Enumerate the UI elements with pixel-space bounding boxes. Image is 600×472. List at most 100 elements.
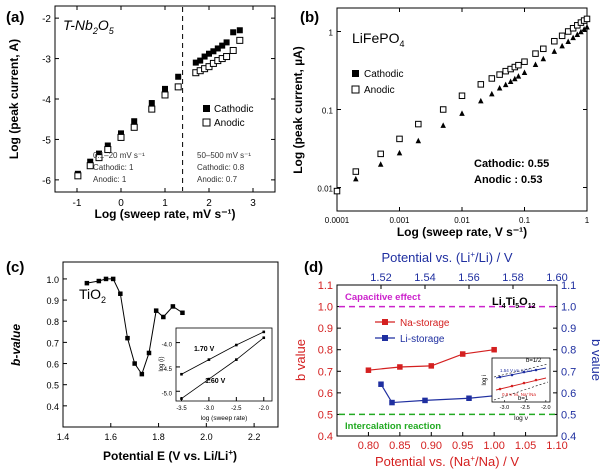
panel-d-x-label: 0.80 <box>358 440 379 452</box>
panel-a-point-cathodic <box>201 53 208 60</box>
panel-a-point-cathodic <box>104 142 111 149</box>
panel-d-label: (d) <box>304 259 323 276</box>
panel-b-point-anodic <box>396 135 403 143</box>
panel-b-point-anodic <box>488 75 496 82</box>
panel-d-inset-na-label: 0.9 V vs. Na⁺/Na <box>502 392 536 397</box>
svg-text:Cathodic: 0.8: Cathodic: 0.8 <box>197 163 245 172</box>
panel-c-inset-point <box>235 343 238 347</box>
panel-b-point-cathodic <box>532 61 539 68</box>
panel-c-inset-line <box>181 337 265 399</box>
panel-a-point-anodic <box>223 53 231 61</box>
panel-d-frame <box>336 284 558 437</box>
panel-d-inset-x-label: log ν <box>514 415 528 422</box>
panel-b-label: (b) <box>300 9 319 26</box>
panel-d-inset-b-half-line <box>493 363 549 378</box>
panel-d-inset-na-point <box>498 387 502 391</box>
panel-a-point-anodic <box>74 172 82 180</box>
svg-text:Cathodic: 1: Cathodic: 1 <box>93 163 134 172</box>
panel-d-top-x-label: 1.52 <box>370 272 391 284</box>
panel-a-y-label: -4 <box>42 95 51 106</box>
panel-d-point-li-storage <box>466 395 472 401</box>
panel-a-point-cathodic <box>162 85 168 92</box>
panel-b-point-cathodic <box>496 85 503 91</box>
panel-a-point-cathodic <box>230 29 237 36</box>
panel-a-point-anodic <box>86 162 94 170</box>
panel-b-y-label: 0.01 <box>317 185 333 194</box>
panel-d-x-label: 1.10 <box>546 440 567 452</box>
panel-b-point-anodic <box>377 150 384 158</box>
panel-d-top-x-label: 1.60 <box>546 272 567 284</box>
panel-a-x-ticks: -1 0 1 2 3 <box>73 6 256 209</box>
panel-b-x-label: 0.1 <box>519 216 531 225</box>
panel-d-y-right-label: 0.9 <box>561 323 576 335</box>
panel-d-point-na-storage <box>491 346 497 353</box>
panel-b-point-anodic <box>540 45 547 53</box>
panel-d-y-right-label: 0.5 <box>561 409 576 421</box>
panel-d-y-right-label: 0.4 <box>561 431 576 443</box>
panel-b-points <box>333 15 591 195</box>
panel-c-series-line <box>86 278 183 376</box>
panel-b-point-cathodic <box>521 69 528 76</box>
panel-c-inset-y-label: -4.5 <box>162 367 173 373</box>
panel-b-point-cathodic <box>570 34 576 41</box>
panel-b-point-cathodic <box>415 137 422 144</box>
panel-c-x-label: 2.0 <box>200 432 213 442</box>
panel-d-inset-b-half-label: b=1/2 <box>526 358 542 364</box>
legend-cathodic-marker <box>203 105 210 112</box>
panel-c-inset-lines <box>180 330 266 400</box>
panel-b-point-cathodic <box>396 149 403 156</box>
panel-b-point-anodic <box>515 61 522 69</box>
panel-d-y-right-label: 1.0 <box>561 302 576 314</box>
panel-b-point-anodic <box>558 32 566 40</box>
panel-a-points <box>74 27 244 180</box>
panel-a-x-label: Log (sweep rate, mV s⁻¹) <box>94 207 235 221</box>
panel-d-y-right-label: 1.1 <box>561 280 576 292</box>
panel-d-y-right-label: 0.7 <box>561 366 576 378</box>
panel-b-title: LiFePO4 <box>352 30 404 49</box>
panel-b-point-cathodic <box>507 78 514 85</box>
panel-d-top-x-label: 1.58 <box>502 272 523 284</box>
panel-d-inset-li-point <box>510 373 514 377</box>
panel-b-point-anodic <box>583 15 591 23</box>
panel-c-inset-x-label: log (sweep rate) <box>201 415 248 422</box>
panel-b-point-cathodic <box>377 161 384 167</box>
panel-b-y-label: 0.1 <box>322 107 334 116</box>
panel-d-legend: Na-storage Li-storage <box>375 318 450 345</box>
panel-d-capacitive-label: Capacitive effect <box>345 292 421 303</box>
panel-c-y-ticks: 0.4 0.5 0.6 0.7 0.8 0.9 1.0 <box>46 275 67 412</box>
legend-anodic-label: Anodic <box>364 85 395 96</box>
panel-d-y-right-label: 0.8 <box>561 345 576 357</box>
panel-d-point-li-storage <box>378 381 384 387</box>
panel-a-point-anodic <box>117 133 125 141</box>
panel-d-x-label: 0.90 <box>421 440 442 452</box>
svg-text:50–500 mV s⁻¹: 50–500 mV s⁻¹ <box>197 151 251 160</box>
panel-b-point-anodic <box>458 92 466 100</box>
panel-b-x-label: Log (sweep rate, V s⁻¹) <box>397 225 527 239</box>
legend-anodic-label: Anodic <box>214 118 245 129</box>
panel-d-x-label: 0.95 <box>452 440 473 452</box>
panel-d-inset-li-line <box>495 367 547 379</box>
panel-d-y-left-label: 0.4 <box>318 431 333 443</box>
panel-a-point-cathodic <box>118 130 124 137</box>
panel-c-inset-x-label: -3.5 <box>176 406 187 412</box>
panel-c-y-label: 1.0 <box>46 275 59 285</box>
panel-c-inset-y-label: -4.0 <box>162 343 173 349</box>
panel-a-point-anodic <box>236 36 244 44</box>
panel-a-point-cathodic <box>236 27 243 34</box>
panel-c-points <box>84 276 185 377</box>
legend-anodic-marker <box>202 118 211 127</box>
panel-a-x-label: 2 <box>206 198 212 209</box>
panel-b-point-anodic <box>551 37 558 45</box>
panel-c-x-label: 1.6 <box>105 432 118 442</box>
panel-b-point-cathodic <box>578 28 584 35</box>
panel-d-inset-b-one-line <box>493 381 549 401</box>
panel-b-point-cathodic <box>559 42 565 49</box>
panel-a-label: (a) <box>6 9 24 26</box>
panel-b-point-anodic <box>496 71 503 78</box>
panel-d-top-x-ticks: 1.52 1.54 1.56 1.58 1.60 <box>370 272 568 289</box>
svg-text:Anodic: 1: Anodic: 1 <box>93 175 127 184</box>
panel-d-inset-x-label: -3.0 <box>500 405 509 411</box>
panel-c-y-label: 0.8 <box>46 317 59 327</box>
panel-c-x-label: 1.8 <box>152 432 165 442</box>
